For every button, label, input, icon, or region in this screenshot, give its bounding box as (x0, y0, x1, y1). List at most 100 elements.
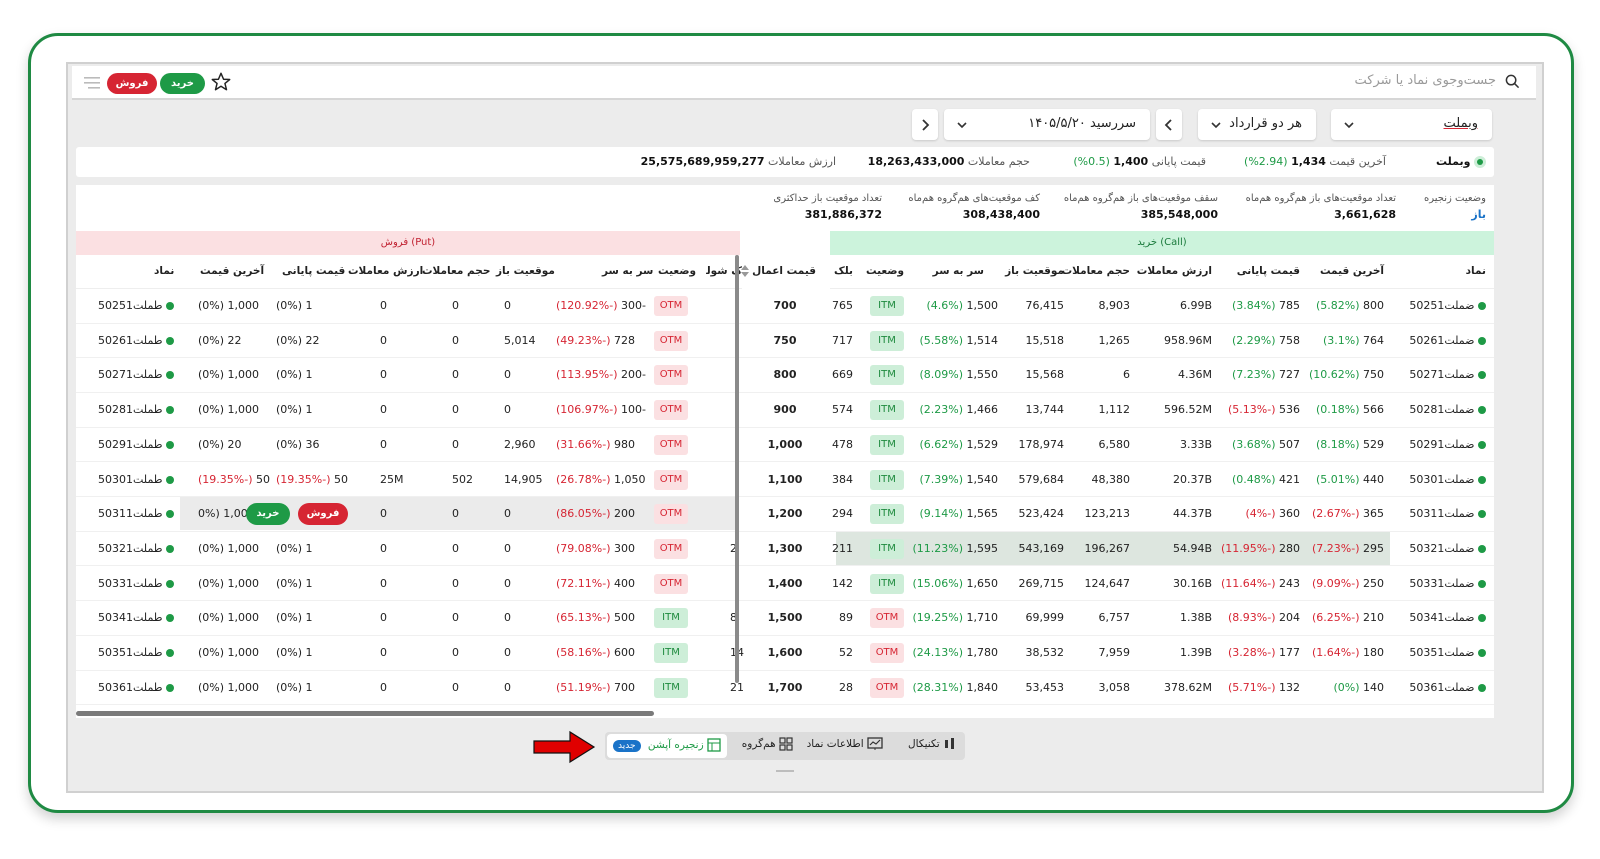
col-strike[interactable]: قیمت اعمال (740, 265, 816, 277)
put-symbol-link[interactable]: طملت50341 (98, 611, 175, 624)
call-status-badge: ITM (870, 469, 904, 490)
call-block: 717 (832, 333, 853, 347)
table-row[interactable]: ضملت50281 566 (0.18%) 536 (-5.13%) 596.52M 1… (76, 393, 1494, 428)
call-symbol-link[interactable]: ضملت50251 (1409, 299, 1486, 312)
call-symbol-link[interactable]: ضملت50341 (1409, 611, 1486, 624)
candlestick-icon (945, 738, 954, 749)
call-symbol-link[interactable]: ضملت50291 (1409, 438, 1486, 451)
col-put-breakeven[interactable]: سر به سر (602, 265, 654, 277)
put-symbol-link[interactable]: طملت50291 (98, 438, 175, 451)
call-symbol-link[interactable]: ضملت50321 (1409, 542, 1486, 555)
call-close: 132 (-5.71%) (1227, 680, 1300, 694)
call-status-badge: ITM (870, 400, 904, 421)
strike-price: 750 (773, 333, 797, 347)
chain-table-icon (707, 738, 721, 752)
call-value: 3.33B (1179, 437, 1212, 451)
put-symbol-link[interactable]: طملت50261 (98, 334, 175, 347)
col-put-oi[interactable]: موقعیت باز (496, 265, 555, 277)
table-row[interactable]: ضملت50361 140 (0%) 132 (-5.71%) 378.62M 3,05… (76, 671, 1494, 706)
col-put-bs[interactable]: ک شولز (706, 265, 742, 277)
col-put-last[interactable]: آخرین قیمت (200, 265, 265, 277)
col-call-breakeven[interactable]: سر به سر (932, 265, 984, 277)
col-put-value[interactable]: ارزش معاملات (348, 265, 424, 277)
call-symbol-link[interactable]: ضملت50331 (1409, 577, 1486, 590)
table-row[interactable]: ضملت50341 210 (-6.25%) 204 (-8.93%) 1.38B 6,… (76, 601, 1494, 636)
put-symbol-link[interactable]: طملت50281 (98, 403, 175, 416)
call-symbol-link[interactable]: ضملت50361 (1409, 681, 1486, 694)
col-call-block[interactable]: بلک (834, 265, 853, 277)
strike-price: 1,400 (767, 576, 803, 590)
call-block: 574 (832, 403, 853, 417)
put-symbol-link[interactable]: طملت50321 (98, 542, 175, 555)
tab-group[interactable]: هم‌گروه (742, 737, 793, 751)
call-symbol-link[interactable]: ضملت50351 (1409, 646, 1486, 659)
tab-symbol-info[interactable]: اطلاعات نماد (807, 737, 883, 751)
star-icon[interactable] (210, 71, 232, 93)
col-call-close[interactable]: قیمت پایانی (1236, 265, 1300, 277)
vertical-scrollbar[interactable] (735, 255, 739, 683)
table-row[interactable]: ضملت50261 764 (3.1%) 758 (2.29%) 958.96M 1,2… (76, 324, 1494, 359)
next-expiry-button[interactable] (1156, 109, 1182, 140)
put-symbol-link[interactable]: طملت50331 (98, 577, 175, 590)
symbol-dot-icon (166, 302, 175, 310)
strike-price: 800 (773, 368, 797, 382)
table-row[interactable]: ضملت50331 250 (-9.09%) 243 (-11.64%) 30.16B… (76, 567, 1494, 602)
row-sell-button[interactable]: فروش (298, 503, 348, 526)
col-call-status[interactable]: وضعیت (865, 265, 904, 277)
col-put-symbol[interactable]: نماد (154, 265, 175, 277)
col-call-symbol[interactable]: نماد (1465, 265, 1486, 277)
table-row[interactable]: ضملت50321 295 (-7.23%) 280 (-11.95%) 54.94B… (76, 531, 1494, 567)
call-symbol-link[interactable]: ضملت50271 (1409, 368, 1486, 381)
col-call-volume[interactable]: حجم معاملات (1061, 265, 1130, 277)
symbol-select[interactable]: وبملت (1331, 109, 1492, 140)
sell-button[interactable]: فروش (107, 73, 157, 94)
table-row[interactable]: ضملت50351 180 (-1.64%) 177 (-3.28%) 1.39B 7,… (76, 636, 1494, 671)
row-buy-button[interactable]: خرید (246, 503, 290, 526)
call-be: 1,500 (4.6%) (926, 299, 998, 312)
tab-option-chain[interactable]: زنجیره آپشن جدید (607, 734, 727, 758)
prev-expiry-button[interactable] (912, 109, 938, 140)
put-status-badge: OTM (654, 504, 688, 525)
horizontal-scrollbar[interactable] (76, 711, 654, 716)
symbol-dot-icon (1478, 440, 1486, 449)
list-icon[interactable] (84, 76, 100, 90)
call-symbol-link[interactable]: ضملت50311 (1409, 507, 1486, 520)
put-symbol-link[interactable]: طملت50311 (98, 507, 175, 520)
call-symbol-link[interactable]: ضملت50301 (1409, 473, 1486, 486)
col-call-oi[interactable]: موقعیت باز (1005, 265, 1064, 277)
call-close: 758 (2.29%) (1231, 333, 1300, 347)
table-row[interactable]: ضملت50271 750 (10.62%) 727 (7.23%) 4.36M 6 15… (76, 358, 1494, 393)
resize-handle[interactable] (776, 770, 794, 772)
put-symbol-link[interactable]: طملت50361 (98, 681, 175, 694)
contract-type-select[interactable]: هر دو قرارداد (1198, 109, 1316, 140)
table-row[interactable]: ضملت50251 800 (5.82%) 785 (3.84%) 6.99B 8,90… (76, 289, 1494, 324)
search-input[interactable]: جست‌وجوی نماد یا شرکت (1354, 73, 1496, 88)
put-symbol-link[interactable]: طملت50301 (98, 473, 175, 486)
call-value: 1.38B (1179, 611, 1212, 625)
put-value: 0 (380, 541, 387, 555)
col-call-last[interactable]: آخرین قیمت (1319, 265, 1384, 277)
search-icon[interactable] (1505, 74, 1520, 89)
call-close: 280 (-11.95%) (1220, 541, 1300, 555)
table-row[interactable]: ضملت50301 440 (5.01%) 421 (0.48%) 20.37B 48,… (76, 463, 1494, 498)
symbol-dot-icon (1478, 406, 1486, 415)
symbol-summary-bar: وبملت آخرین قیمت 1,434 (2.94%) قیمت پایا… (76, 147, 1494, 177)
put-symbol-link[interactable]: طملت50351 (98, 646, 175, 659)
put-symbol-link[interactable]: طملت50251 (98, 299, 175, 312)
col-put-close[interactable]: قیمت پایانی (282, 265, 346, 277)
table-row[interactable]: ضملت50311 365 (-2.67%) 360 (-4%) 44.37B 123,… (76, 497, 1494, 532)
call-volume: 8,903 (1098, 299, 1131, 312)
col-call-value[interactable]: ارزش معاملات (1136, 265, 1212, 277)
call-symbol-link[interactable]: ضملت50281 (1409, 403, 1486, 416)
put-symbol-link[interactable]: طملت50271 (98, 368, 175, 381)
tab-technical[interactable]: تکنیکال (908, 737, 957, 751)
col-put-volume[interactable]: حجم معاملات (422, 265, 491, 277)
call-symbol-link[interactable]: ضملت50261 (1409, 334, 1486, 347)
call-be: 1,514 (5.58%) (919, 333, 998, 347)
col-put-status[interactable]: وضعیت (658, 265, 697, 277)
chain-status: وضعیت زنجیره باز (1423, 193, 1486, 221)
option-chain-table: خرید (Call) فروش (Put) نماد آخرین قیمت ق… (76, 231, 1494, 718)
table-row[interactable]: ضملت50291 529 (8.18%) 507 (3.68%) 3.33B 6,58… (76, 428, 1494, 463)
expiry-select[interactable]: سررسید ۱۴۰۵/۵/۲۰ (944, 109, 1150, 140)
buy-button[interactable]: خرید (160, 73, 205, 94)
